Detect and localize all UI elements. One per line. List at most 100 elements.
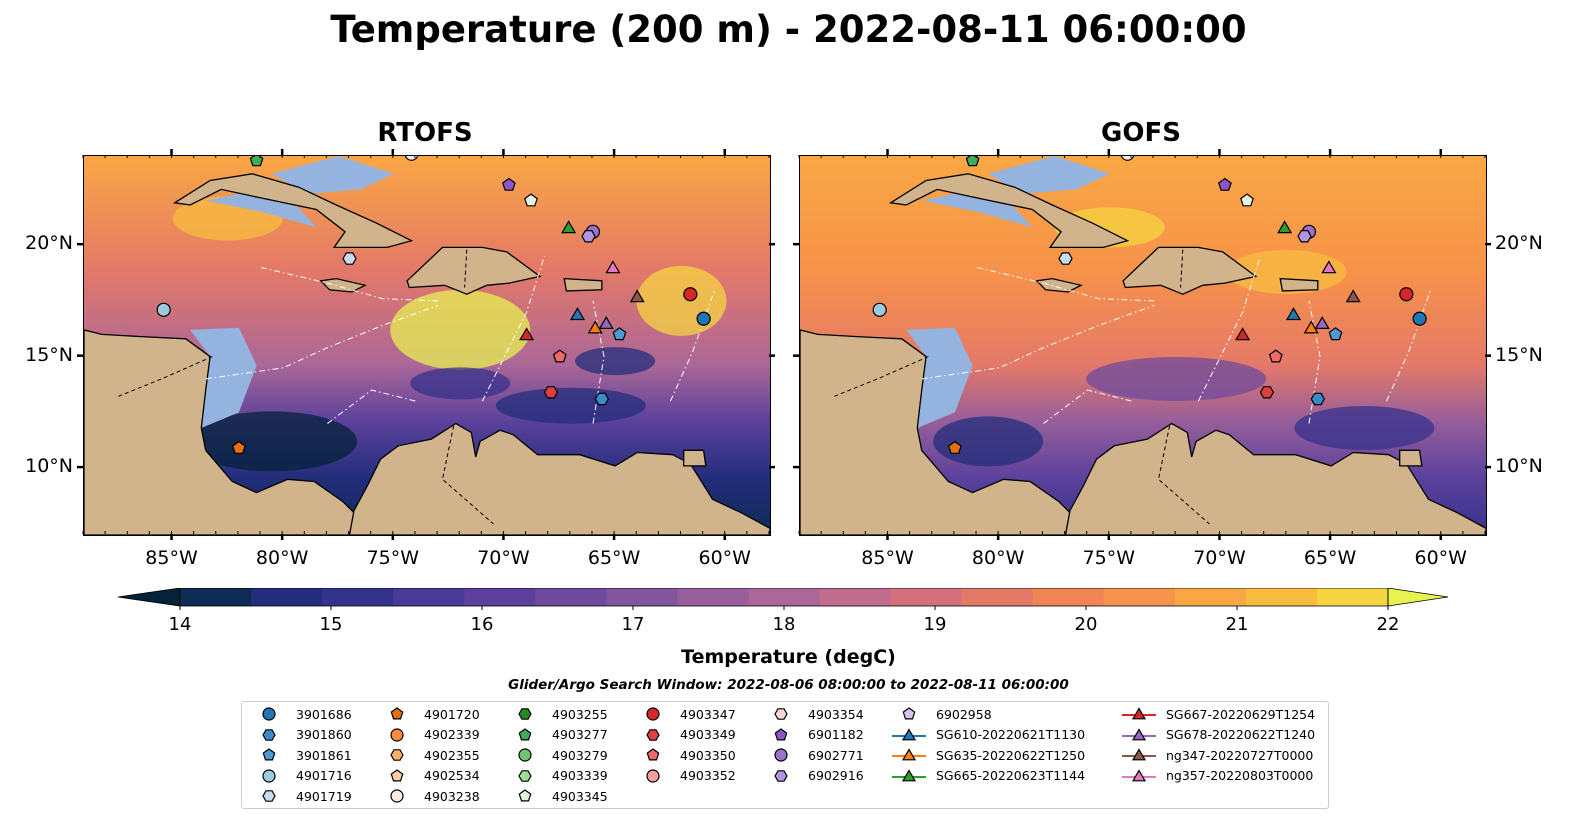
map-marker-3901860 [1310,392,1325,406]
legend-label: SG678-20220622T1240 [1166,727,1316,742]
map-marker-6902916 [1297,229,1312,243]
colorbar-tick-label: 15 [320,614,343,635]
legend-item: 6901182 [764,725,864,745]
map-marker-6902916 [581,229,596,243]
legend-marker-hexagon-icon [774,769,788,782]
map-marker-4903350 [1268,349,1283,363]
map-marker-6901182 [501,177,516,191]
land-puerto-rico [563,277,603,292]
map-marker-ng357-20220803t0000 [1321,260,1337,274]
legend-marker-triangle-icon [892,748,926,761]
lat-tick-label: 20°N [1495,232,1543,255]
rtofs-map-panel [83,155,771,536]
gofs-map [800,156,1486,535]
legend-label: 6902771 [808,747,864,763]
map-marker-sg665-20220623t1144 [1277,220,1293,234]
lon-tick-label: 80°W [255,547,309,569]
colorbar-bin [606,588,678,606]
legend-item: 6902958 [892,704,992,724]
legend-marker-hexagon-icon [518,769,532,782]
legend-marker-hexagon-icon [646,728,660,741]
panel-title-rtofs: RTOFS [377,118,473,148]
legend-marker-triangle-icon [1122,707,1156,720]
colorbar-max-extension [1387,588,1449,607]
land-cuba [888,173,1130,249]
legend-label: 4903238 [424,788,480,804]
rtofs-map [84,156,770,535]
map-marker-sg665-20220623t1144 [561,220,577,234]
legend-marker-pentagon-icon [262,748,276,761]
lat-tick-label: 15°N [25,343,73,366]
lon-tick-label: 80°W [971,547,1025,569]
map-marker-sg667-20220629t1254 [1235,327,1251,341]
legend-item: 3901686 [252,704,352,724]
legend-label: 4903345 [552,788,608,804]
legend-item: 6902916 [764,766,864,786]
colorbar-bin [748,588,821,606]
legend-marker-hexagon-icon [390,749,404,761]
legend-label: 3901860 [296,727,352,742]
lat-tick-label: 15°N [1495,343,1543,366]
map-marker-4901716 [156,302,171,317]
lon-tick-label: 60°W [698,547,751,569]
legend-item: 3901861 [252,745,352,765]
colorbar-bin [677,588,749,606]
legend-marker-hexagon-icon [262,728,276,741]
map-marker-4901720 [947,440,962,454]
map-marker-4903350 [552,349,567,363]
land-jamaica [1035,277,1083,293]
colorbar-min-extension [117,588,181,607]
lat-tick-label: 20°N [25,232,73,255]
legend-item: 4902534 [380,766,480,786]
legend-item: SG610-20220621T1130 [892,725,1085,745]
lat-tick-label: 10°N [1495,455,1543,478]
legend-marker-pentagon-icon [518,789,532,802]
legend-item: 3901860 [252,725,352,745]
legend-item: 4903352 [636,766,736,786]
land-central-america [84,329,355,535]
legend-item: 4903349 [636,725,736,745]
map-marker-sg678-20220622t1240 [1314,315,1330,329]
panel-title-gofs: GOFS [1101,118,1181,148]
legend-label: 4903279 [552,747,608,763]
map-marker-ng347-20220727t0000 [629,289,645,303]
map-marker-4901719 [342,252,357,265]
legend: 3901686 3901860 3901861 4901716 4901719 49017… [241,701,1329,809]
land-hispaniola [1122,246,1258,295]
map-marker-ng347-20220727t0000 [1345,289,1361,303]
legend-label: 4901719 [296,788,352,804]
map-marker-sg610-20220621t1130 [1285,307,1302,321]
map-marker-6901182 [1217,177,1232,191]
legend-label: 4902355 [424,747,480,763]
legend-marker-pentagon-icon [902,707,916,720]
legend-item: 6902771 [764,745,864,765]
legend-marker-triangle-icon [892,727,926,740]
legend-item: 4901716 [252,766,352,786]
legend-label: SG665-20220623T1144 [936,768,1086,783]
map-marker-4903277 [965,156,980,167]
legend-item: ng357-20220803T0000 [1122,766,1313,786]
colorbar-bin [393,588,465,606]
legend-item: SG678-20220622T1240 [1122,725,1315,745]
legend-label: 4903347 [680,706,736,722]
legend-item: 4902339 [380,725,480,745]
legend-marker-circle-icon [774,748,788,762]
land-central-america [800,329,1071,535]
colorbar-label: Temperature (degC) [681,646,896,668]
land-cuba [172,173,414,249]
lon-tick-label: 70°W [1193,547,1246,569]
map-marker-4903345 [524,193,538,207]
legend-item: 4903347 [636,704,736,724]
legend-item: 4901719 [252,786,352,806]
land-trinidad [1399,449,1423,467]
legend-marker-circle-icon [262,768,276,783]
map-marker-ng357-20220803t0000 [605,260,621,274]
colorbar-tick-label: 14 [169,614,192,635]
map-marker-4903345 [1240,193,1254,207]
legend-label: 3901686 [296,706,352,722]
legend-marker-hexagon-icon [518,708,532,720]
map-marker-4903347 [683,287,698,302]
legend-marker-triangle-icon [892,768,926,781]
map-marker-4903347 [1399,287,1414,302]
legend-item: SG665-20220623T1144 [892,766,1085,786]
